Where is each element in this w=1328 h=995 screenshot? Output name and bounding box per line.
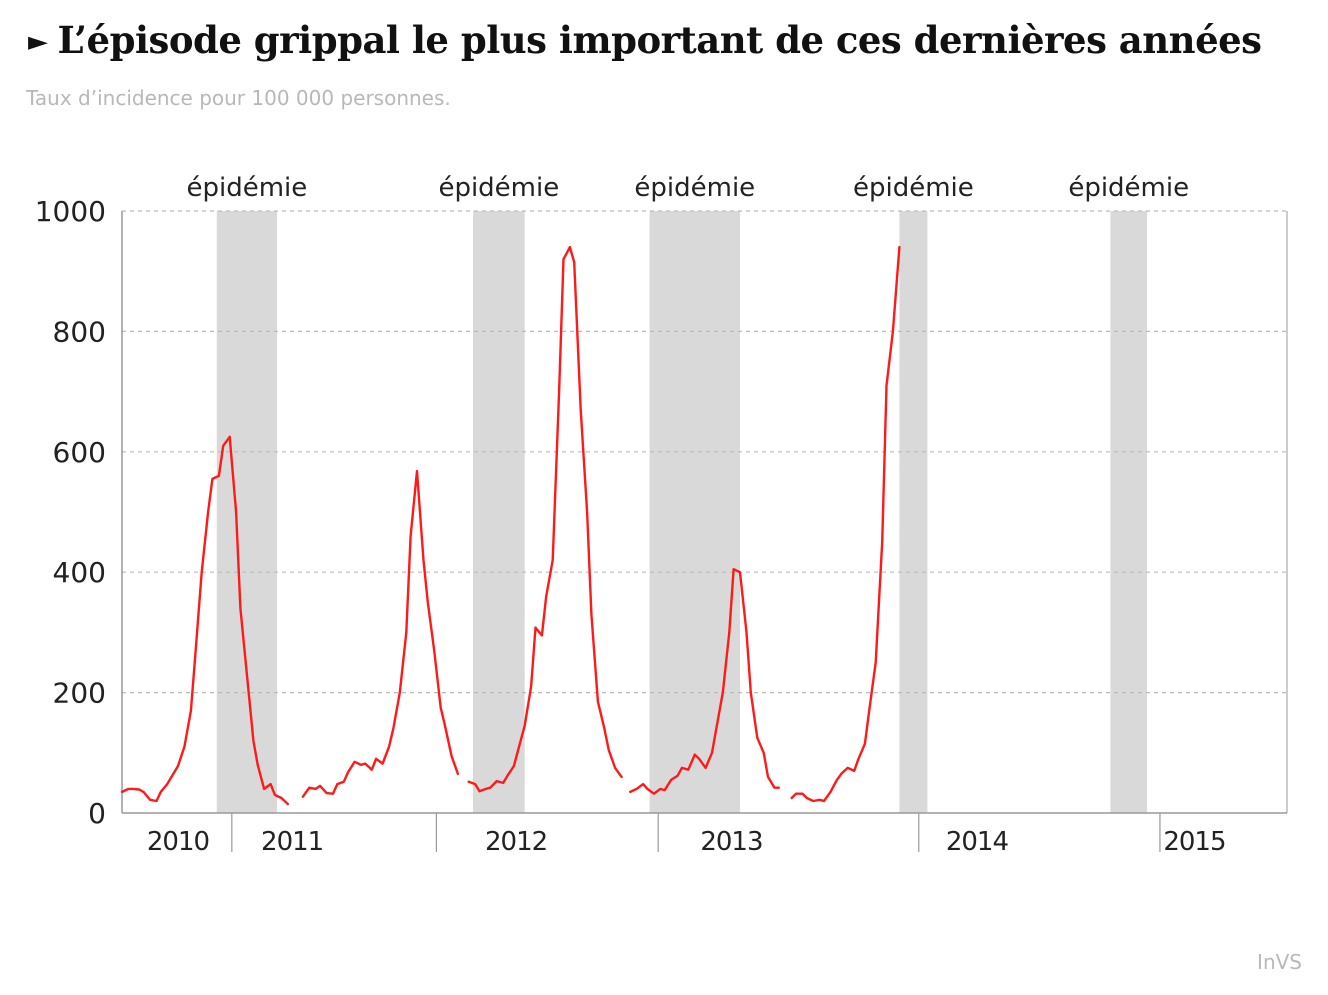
epidemic-label: épidémie bbox=[438, 173, 559, 203]
epidemic-label: épidémie bbox=[187, 173, 308, 203]
y-axis-ticks: 0 200 400 600 800 1000 bbox=[35, 195, 106, 830]
y-tick-label: 400 bbox=[53, 556, 106, 589]
x-tick-label: 2014 bbox=[946, 827, 1009, 857]
x-tick-label: 2012 bbox=[485, 827, 547, 857]
source-credit: InVS bbox=[1257, 950, 1302, 974]
play-marker-icon: ► bbox=[28, 27, 48, 57]
series-lines bbox=[120, 245, 901, 806]
series-line bbox=[120, 435, 289, 806]
epidemic-label: épidémie bbox=[853, 173, 974, 203]
x-tick-label: 2010 bbox=[147, 827, 209, 857]
epidemic-band bbox=[1110, 211, 1148, 813]
x-axis: 2010 2011 2012 2013 2014 2015 bbox=[122, 812, 1287, 857]
epidemic-band bbox=[899, 211, 928, 813]
y-tick-label: 600 bbox=[53, 436, 106, 469]
y-tick-label: 200 bbox=[53, 677, 106, 710]
chart-title: ► L’épisode grippal le plus important de … bbox=[28, 18, 1262, 62]
chart-title-text: L’épisode grippal le plus important de c… bbox=[57, 18, 1262, 62]
y-tick-label: 1000 bbox=[35, 195, 106, 228]
epidemic-band bbox=[216, 211, 278, 813]
series-line bbox=[629, 568, 780, 795]
x-tick-label: 2013 bbox=[700, 827, 762, 857]
epidemic-band bbox=[473, 211, 525, 813]
series-line bbox=[301, 469, 460, 798]
y-tick-label: 0 bbox=[88, 797, 106, 830]
x-tick-label: 2011 bbox=[261, 827, 323, 857]
epidemic-label: épidémie bbox=[634, 173, 755, 203]
chart-subtitle: Taux d’incidence pour 100 000 personnes. bbox=[26, 86, 451, 110]
series-line bbox=[790, 245, 901, 803]
x-tick-label: 2015 bbox=[1163, 827, 1225, 857]
y-tick-label: 800 bbox=[53, 315, 106, 348]
epidemic-band bbox=[649, 211, 741, 813]
epidemic-bands bbox=[216, 211, 1148, 813]
gridlines bbox=[121, 210, 1288, 813]
epidemic-label: épidémie bbox=[1068, 173, 1189, 203]
epidemic-labels: épidémie épidémie épidémie épidémie épidémie bbox=[187, 173, 1190, 203]
series-line bbox=[467, 245, 623, 793]
